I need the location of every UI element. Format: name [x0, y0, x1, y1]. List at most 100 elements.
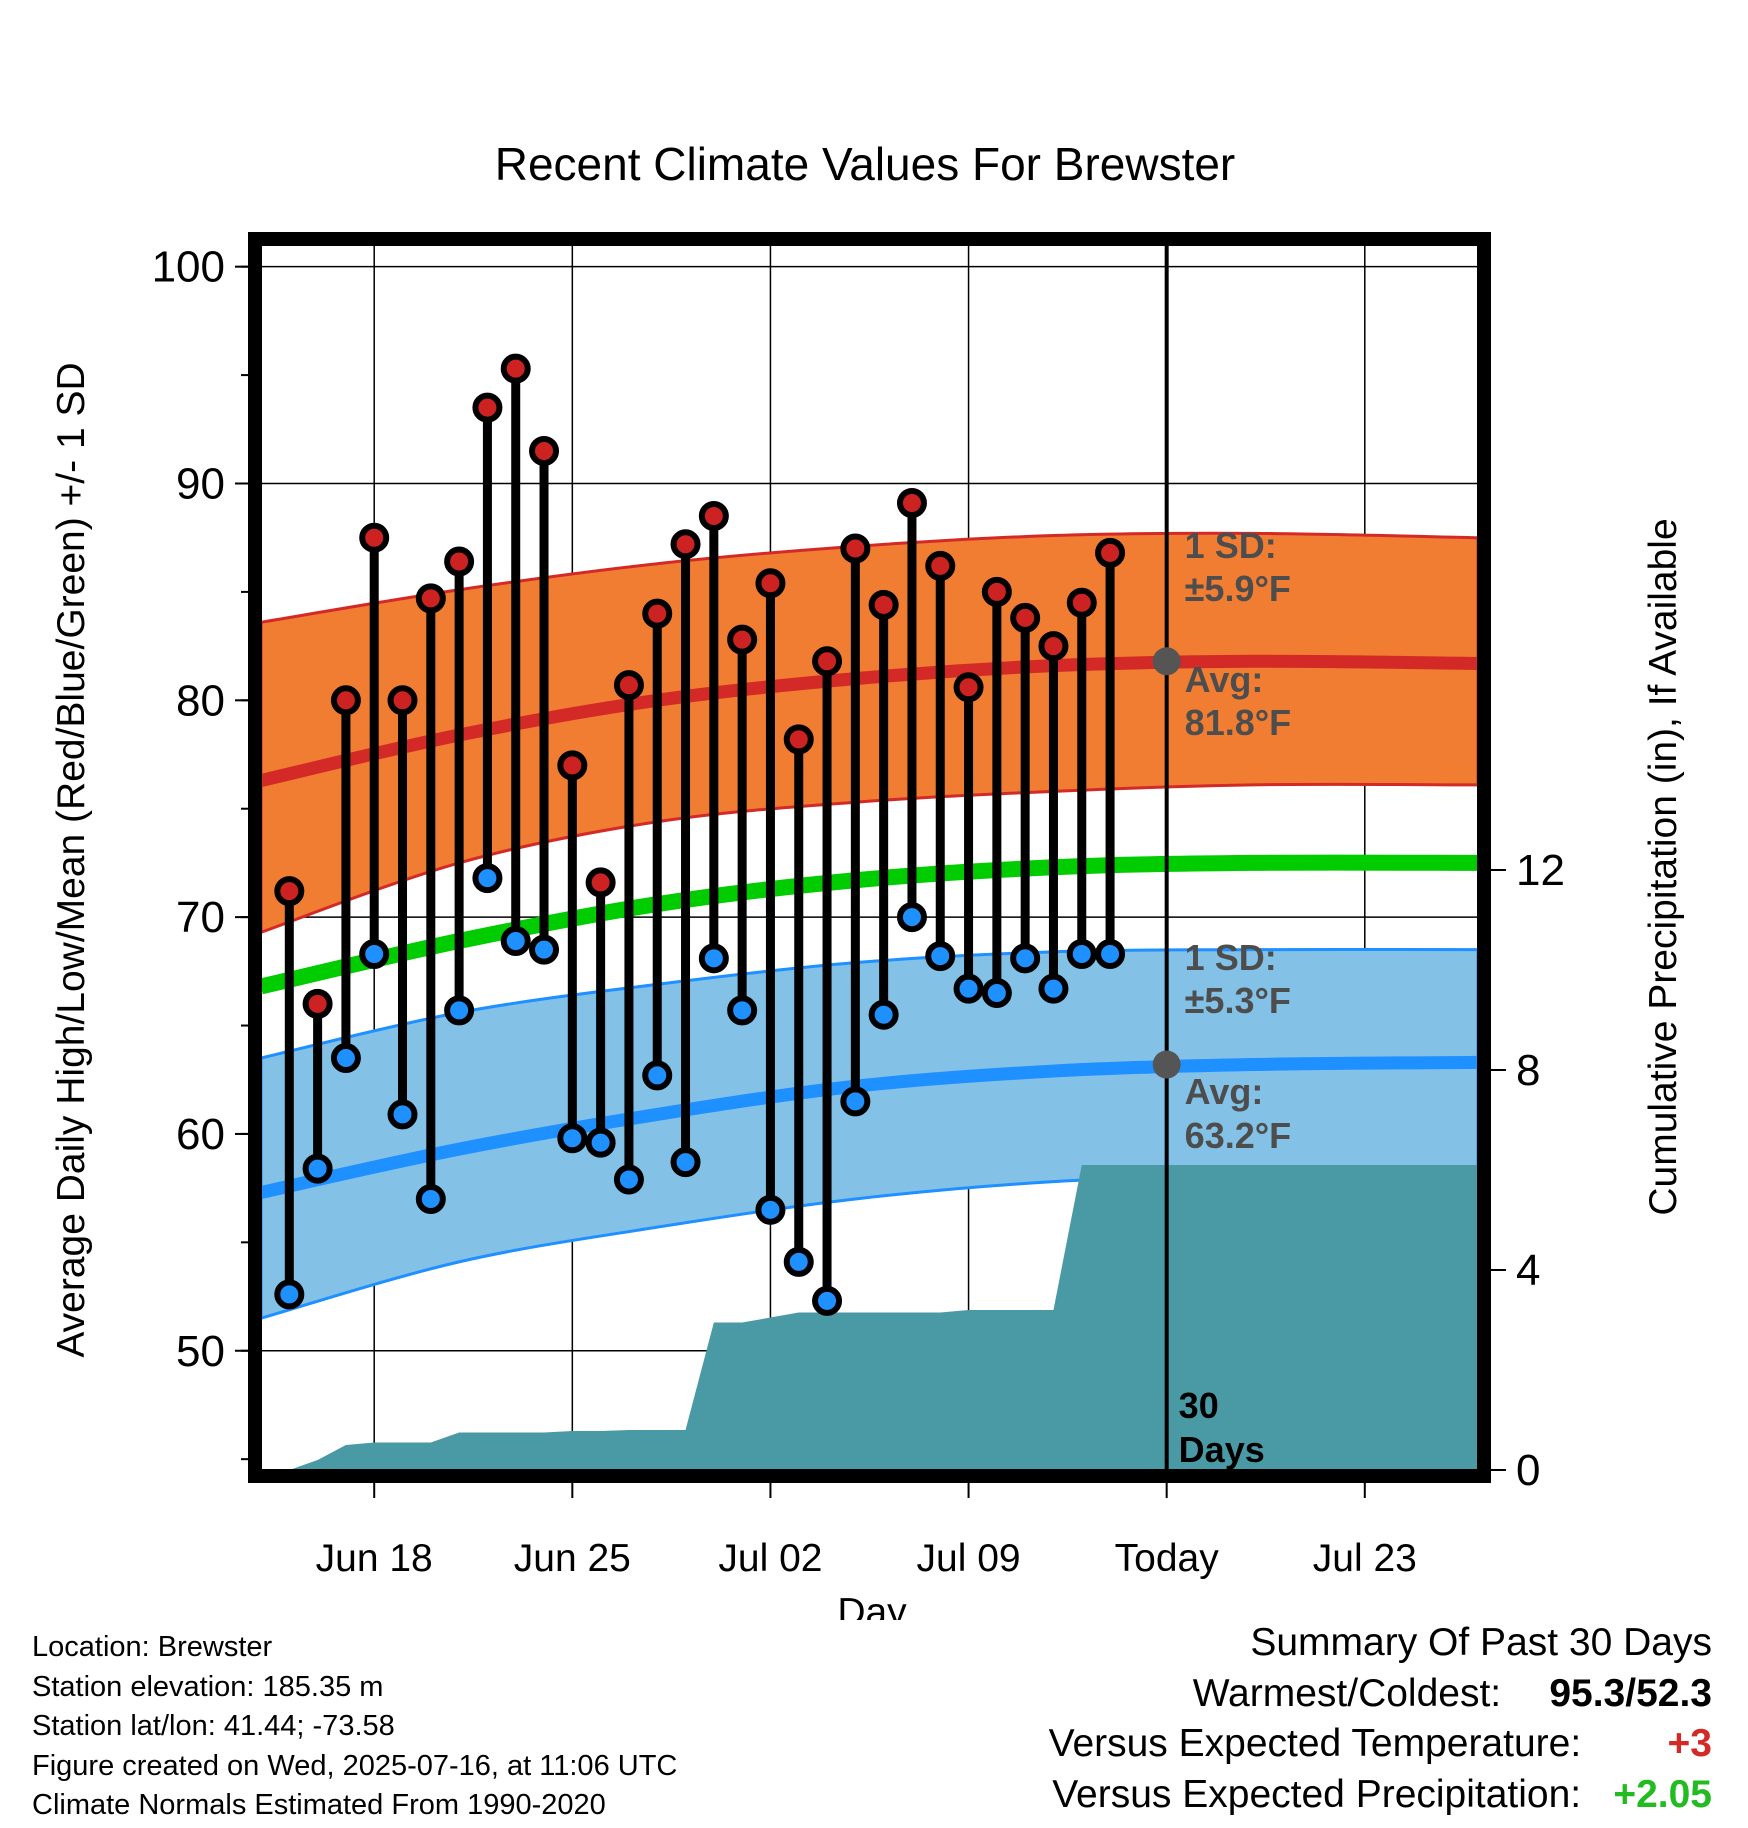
x-tick-label: Jun 18: [316, 1537, 433, 1580]
y2-tick-label: 12: [1516, 846, 1565, 895]
x-axis-label: Day: [837, 1591, 907, 1620]
summary-panel: Summary Of Past 30 Days Warmest/Coldest:…: [1049, 1618, 1712, 1820]
high-point: [755, 568, 786, 599]
low-point: [755, 1194, 786, 1225]
high-avg-value: 81.8°F: [1185, 702, 1291, 743]
low-point: [359, 938, 390, 969]
x-tick-label: Jul 02: [718, 1537, 822, 1580]
low-point: [529, 934, 560, 965]
high-point: [330, 685, 361, 716]
high-point: [529, 435, 560, 466]
high-point: [925, 550, 956, 581]
today-avg-high-marker: [1152, 647, 1181, 676]
high-sd-label: 1 SD:: [1185, 525, 1277, 566]
warmest-row: Warmest/Coldest: 95.3/52.3: [1049, 1669, 1712, 1720]
low-point: [274, 1279, 305, 1310]
warmest-value: 95.3/52.3: [1549, 1671, 1712, 1715]
high-point: [1095, 537, 1126, 568]
low-point: [557, 1123, 588, 1154]
high-point: [840, 533, 871, 564]
low-point: [444, 995, 475, 1026]
high-point: [727, 624, 758, 655]
y2-tick-label: 4: [1516, 1246, 1540, 1295]
high-point: [698, 501, 729, 532]
y-tick-label: 70: [176, 893, 225, 942]
station-info: Location: Brewster Station elevation: 18…: [32, 1628, 677, 1826]
low-point: [670, 1147, 701, 1178]
high-point: [1010, 602, 1041, 633]
low-point: [500, 925, 531, 956]
low-point: [868, 999, 899, 1030]
x-tick-label: Jun 25: [514, 1537, 631, 1580]
climate-chart: Recent Climate Values For Brewster 1 SD:…: [50, 138, 1685, 1620]
low-avg-label: Avg:: [1185, 1071, 1264, 1112]
high-point: [953, 672, 984, 703]
temp-label: Versus Expected Temperature:: [1048, 1722, 1582, 1765]
low-point: [925, 941, 956, 972]
low-point: [840, 1086, 871, 1117]
low-sd-value: ±5.3°F: [1185, 980, 1291, 1021]
y-tick-label: 80: [176, 676, 225, 725]
days-count-label: 30: [1179, 1385, 1219, 1426]
low-point: [642, 1060, 673, 1091]
low-point: [585, 1127, 616, 1158]
y-tick-label: 60: [176, 1110, 225, 1159]
high-point: [557, 750, 588, 781]
high-point: [896, 488, 927, 519]
low-point: [783, 1246, 814, 1277]
latlon-text: Station lat/lon: 41.44; -73.58: [32, 1710, 395, 1742]
low-point: [1038, 973, 1069, 1004]
high-point: [359, 522, 390, 553]
high-point: [585, 867, 616, 898]
high-point: [415, 583, 446, 614]
y2-axis-label: Cumulative Precipitation (in), If Availa…: [1642, 518, 1685, 1215]
low-point: [1066, 938, 1097, 969]
temp-value: +3: [1667, 1722, 1712, 1765]
y-tick-label: 90: [176, 459, 225, 508]
x-tick-label: Today: [1115, 1537, 1220, 1580]
high-point: [302, 988, 333, 1019]
high-sd-value: ±5.9°F: [1185, 568, 1291, 609]
low-point: [1010, 943, 1041, 974]
created-text: Figure created on Wed, 2025-07-16, at 11…: [32, 1749, 678, 1782]
low-point: [1095, 938, 1126, 969]
precip-value: +2.05: [1613, 1772, 1712, 1816]
high-point: [670, 529, 701, 560]
high-point: [981, 576, 1012, 607]
low-point: [415, 1183, 446, 1214]
high-point: [444, 546, 475, 577]
high-point: [783, 724, 814, 755]
high-point: [472, 392, 503, 423]
temp-row: Versus Expected Temperature: +3: [1049, 1719, 1712, 1770]
low-point: [302, 1153, 333, 1184]
low-point: [613, 1164, 644, 1195]
x-tick-label: Jul 09: [917, 1537, 1021, 1580]
low-point: [896, 902, 927, 933]
low-avg-value: 63.2°F: [1185, 1115, 1291, 1156]
elevation-text: Station elevation: 185.35 m: [32, 1670, 384, 1703]
plot-frame: [248, 232, 1491, 1483]
low-point: [330, 1043, 361, 1074]
low-point: [727, 995, 758, 1026]
low-point: [981, 978, 1012, 1009]
high-point: [274, 876, 305, 907]
normals-text: Climate Normals Estimated From 1990-2020: [32, 1789, 606, 1821]
high-point: [1066, 587, 1097, 618]
high-point: [387, 685, 418, 716]
low-point: [953, 973, 984, 1004]
x-tick-label: Jul 23: [1313, 1537, 1417, 1580]
y2-tick-label: 0: [1516, 1446, 1540, 1495]
high-point: [868, 589, 899, 620]
high-point: [613, 670, 644, 701]
today-avg-low-marker: [1152, 1050, 1181, 1079]
precip-area: [289, 1165, 1478, 1470]
low-sd-label: 1 SD:: [1185, 937, 1277, 978]
precip-label: Versus Expected Precipitation:: [1052, 1772, 1582, 1816]
y2-tick-label: 8: [1516, 1046, 1540, 1095]
chart-title: Recent Climate Values For Brewster: [495, 138, 1236, 190]
low-point: [387, 1099, 418, 1130]
high-point: [500, 353, 531, 384]
warmest-label: Warmest/Coldest:: [1192, 1671, 1502, 1715]
